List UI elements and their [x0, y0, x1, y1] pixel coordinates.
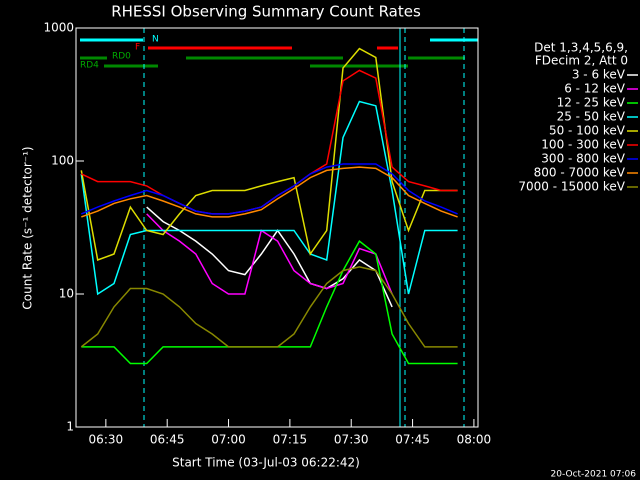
series-line [81, 166, 458, 218]
legend-label: 50 - 100 keV [549, 124, 626, 138]
status-bars [80, 38, 478, 68]
legend-label: 100 - 300 keV [541, 138, 625, 152]
timestamp: 20-Oct-2021 07:06 [551, 470, 637, 480]
series-line [80, 47, 458, 262]
y-tick-label: 1000 [43, 21, 74, 35]
y-axis-label: Count Rate (s⁻¹ detector⁻¹) [21, 146, 35, 309]
legend-label: 800 - 7000 keV [534, 166, 626, 180]
annotation: N [152, 35, 159, 45]
annotation: F [135, 43, 140, 53]
legend-label: 7000 - 15000 keV [518, 180, 625, 194]
x-tick-label: 07:45 [395, 433, 430, 447]
series-line [146, 213, 393, 295]
y-tick-label: 1 [66, 420, 74, 434]
legend-header: Det 1,3,4,5,6,9, [534, 41, 628, 55]
y-tick-label: 100 [51, 154, 74, 168]
chart-title: RHESSI Observing Summary Count Rates [111, 3, 421, 21]
series-line [81, 239, 458, 365]
legend-label: 3 - 6 keV [572, 68, 626, 82]
x-axis-label: Start Time (03-Jul-03 06:22:42) [172, 456, 360, 470]
x-tick-label: 06:45 [150, 433, 185, 447]
x-tick-label: 06:30 [89, 433, 124, 447]
series-line [80, 100, 458, 296]
legend-header: FDecim 2, Att 0 [535, 54, 628, 68]
series-line [81, 163, 458, 215]
x-tick-label: 07:15 [273, 433, 308, 447]
legend-label: 12 - 25 keV [557, 96, 626, 110]
x-tick-label: 08:00 [457, 433, 492, 447]
series-line [80, 266, 458, 348]
annotation: RD4 [80, 61, 99, 71]
y-tick-label: 10 [59, 287, 74, 301]
annotation: RD0 [112, 52, 131, 62]
legend-label: 6 - 12 keV [564, 82, 626, 96]
x-tick-label: 07:30 [334, 433, 369, 447]
series-line [80, 69, 458, 215]
plot-frame [75, 27, 479, 428]
legend-label: 300 - 800 keV [541, 152, 625, 166]
legend-label: 25 - 50 keV [557, 110, 626, 124]
x-tick-label: 07:00 [211, 433, 246, 447]
